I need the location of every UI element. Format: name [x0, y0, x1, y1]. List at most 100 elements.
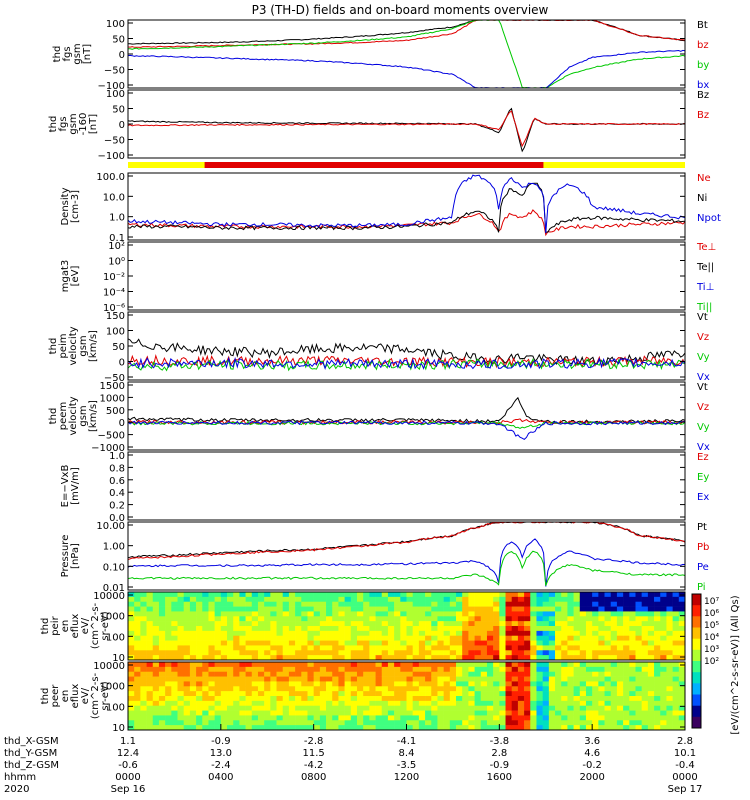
spectrogram-cell — [158, 596, 166, 603]
spectrogram-cell — [394, 671, 401, 677]
spectrogram-cell — [647, 666, 655, 673]
spectrogram-cell — [561, 645, 568, 651]
spectrogram-cell — [214, 720, 222, 726]
spectrogram-cell — [400, 696, 407, 702]
spectrogram-cell — [177, 645, 184, 651]
spectrogram-cell — [202, 696, 209, 702]
spectrogram-cell — [158, 720, 166, 726]
spectrogram-cell — [425, 720, 432, 726]
spectrogram-cell — [431, 640, 438, 646]
spectrogram-cell — [146, 662, 154, 668]
spectrogram-cell — [610, 630, 618, 637]
spectrogram-cell — [183, 696, 191, 702]
spectrogram-cell — [505, 696, 513, 702]
spectrogram-cell — [443, 705, 451, 711]
spectrogram-cell — [449, 705, 457, 711]
spectrogram-cell — [295, 626, 302, 632]
spectrogram-cell — [202, 671, 209, 677]
spectrogram-cell — [499, 686, 506, 692]
spectrogram-cell — [189, 655, 197, 661]
spectrogram-cell — [431, 601, 438, 607]
spectrogram-cell — [257, 592, 265, 598]
series-pressure-0 — [127, 521, 685, 559]
spectrogram-cell — [536, 635, 543, 641]
spectrogram-cell — [598, 645, 605, 651]
spectrogram-cell — [548, 725, 556, 731]
spectrogram-cell — [158, 676, 166, 682]
spectrogram-cell — [276, 671, 284, 677]
spectrogram-cell — [567, 725, 574, 731]
spectrogram-cell — [387, 640, 395, 646]
spectrogram-cell — [573, 676, 581, 682]
spectrogram-cell — [381, 686, 389, 692]
spectrogram-cell — [480, 686, 488, 692]
spectrogram-cell — [406, 606, 413, 612]
spectrogram-cell — [344, 621, 352, 627]
spectrogram-cell — [499, 650, 506, 656]
spectrogram-cell — [635, 611, 642, 617]
spectrogram-cell — [616, 596, 624, 603]
spectrogram-cell — [375, 666, 383, 673]
spectrogram-cell — [319, 696, 327, 702]
spectrogram-cell — [505, 710, 513, 716]
spectrogram-cell — [598, 635, 605, 641]
spectrogram-cell — [270, 681, 277, 687]
spectrogram-cell — [394, 592, 401, 598]
ytick-label: 0 — [119, 418, 125, 429]
spectrogram-cell — [437, 596, 444, 603]
spectrogram-cell — [437, 650, 444, 656]
ytick-label: 100 — [106, 632, 125, 643]
spectrogram-cell — [214, 621, 222, 627]
spectrogram-cell — [288, 611, 296, 617]
spectrogram-cell — [128, 611, 135, 617]
spectrogram-cell — [208, 710, 215, 716]
spectrogram-cell — [486, 616, 494, 622]
spectrogram-cell — [647, 650, 655, 656]
spectrogram-cell — [177, 686, 184, 692]
spectrogram-cell — [270, 601, 277, 607]
spectrogram-cell — [425, 662, 432, 668]
spectrogram-cell — [307, 715, 314, 721]
spectrogram-cell — [319, 671, 327, 677]
spectrogram-cell — [672, 715, 680, 721]
spectrogram-cell — [251, 592, 259, 598]
spectrogram-cell — [480, 606, 488, 612]
spectrogram-cell — [412, 676, 420, 682]
spectrogram-cell — [165, 601, 172, 607]
spectrogram-cell — [245, 662, 253, 668]
spectrogram-cell — [567, 596, 574, 603]
spectrogram-cell — [654, 710, 661, 716]
spectrogram-cell — [394, 650, 401, 656]
spectrogram-cell — [332, 705, 339, 711]
spectrogram-cell — [548, 666, 556, 673]
spectrogram-cell — [629, 720, 636, 726]
spectrogram-cell — [264, 662, 271, 668]
spectrogram-cell — [616, 681, 624, 687]
spectrogram-cell — [437, 686, 444, 692]
spectrogram-cell — [635, 710, 642, 716]
spectrogram-cell — [381, 645, 389, 651]
spectrogram-cell — [245, 616, 253, 622]
spectrogram-cell — [344, 611, 352, 617]
spectrogram-cell — [511, 645, 519, 651]
spectrogram-cell — [474, 645, 482, 651]
spectrogram-cell — [270, 635, 277, 641]
spectrogram-cell — [610, 671, 618, 677]
spectrogram-cell — [499, 710, 506, 716]
spectrogram-cell — [425, 705, 432, 711]
spectrogram-cell — [146, 676, 154, 682]
ylabel-line: velocity — [68, 396, 79, 435]
spectrogram-cell — [350, 621, 358, 627]
spectrogram-cell — [616, 655, 624, 661]
spectrogram-cell — [654, 666, 661, 673]
spectrogram-cell — [313, 715, 321, 721]
spectrogram-cell — [493, 655, 500, 661]
spectrogram-cell — [536, 645, 543, 651]
spectrogram-cell — [623, 681, 630, 687]
spectrogram-cell — [418, 635, 426, 641]
spectrogram-cell — [307, 645, 314, 651]
spectrogram-cell — [233, 715, 240, 721]
spectrogram-cell — [585, 705, 593, 711]
spectrogram-cell — [369, 705, 376, 711]
spectrogram-cell — [647, 662, 655, 668]
